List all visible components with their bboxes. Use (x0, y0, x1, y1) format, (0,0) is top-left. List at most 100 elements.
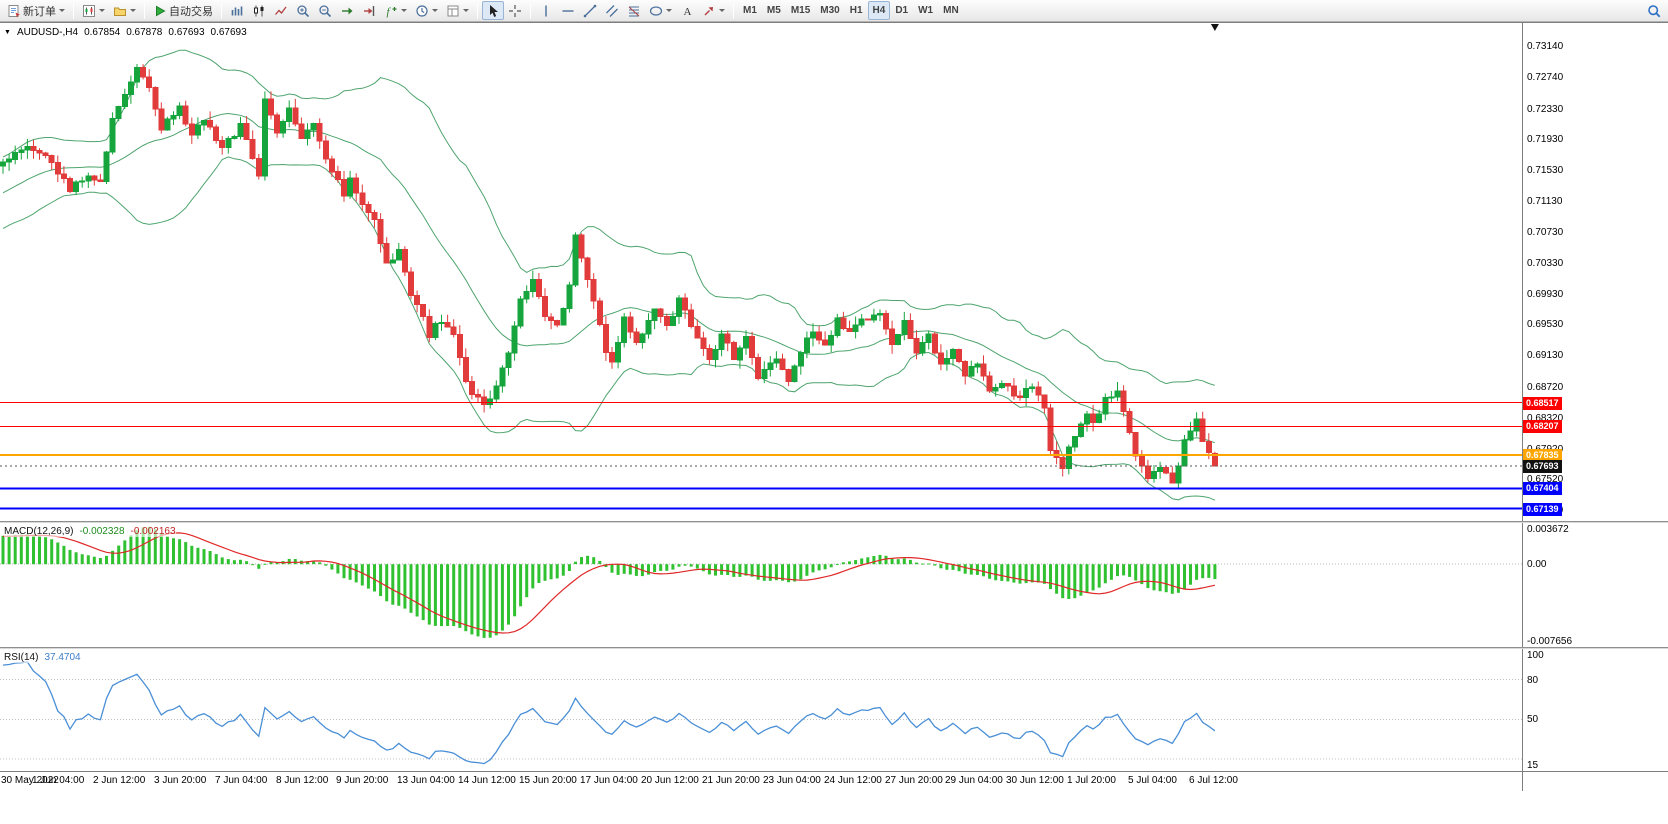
auto-trading-button-label: 自动交易 (169, 5, 213, 18)
panel-resize-handle-macd[interactable] (0, 521, 1668, 523)
time-label: 21 Jun 20:00 (702, 775, 760, 786)
toolbar-separator (733, 2, 734, 19)
candlestick-chart-button[interactable] (248, 1, 270, 20)
search-button[interactable] (1643, 1, 1665, 20)
time-label: 1 Jun 04:00 (32, 775, 85, 786)
fibonacci-button[interactable] (623, 1, 645, 20)
caret-down-icon (463, 9, 469, 12)
vertical-line-button[interactable] (535, 1, 557, 20)
svg-text:A: A (684, 6, 692, 18)
current-price-tag: 0.67693 (1523, 460, 1562, 473)
chart-window: ▼ AUDUSD-,H4 0.67854 0.67878 0.67693 0.6… (0, 22, 1668, 824)
rsi-name: RSI(14) (4, 652, 39, 663)
rsi-axis-label: 50 (1527, 714, 1539, 725)
chart-symbol-label: ▼ AUDUSD-,H4 0.67854 0.67878 0.67693 0.6… (4, 27, 247, 38)
time-axis-row: 30 May 2022 1 Jun 04:00 2 Jun 12:00 3 Jun 2… (0, 771, 1668, 791)
periods-button[interactable] (411, 1, 442, 20)
timeframe-m1[interactable]: M1 (743, 5, 757, 16)
auto-trading-button[interactable]: 自动交易 (149, 1, 217, 20)
zoom-out-icon (318, 4, 332, 18)
fibonacci-icon (627, 4, 641, 18)
equidistant-channel-button[interactable] (601, 1, 623, 20)
timeframe-d1[interactable]: D1 (895, 5, 909, 16)
time-label: 30 May 2022 (1, 775, 59, 786)
caret-down-icon (719, 9, 725, 12)
arrows-icon (702, 4, 716, 18)
time-label: 13 Jun 04:00 (397, 775, 455, 786)
new-order-icon (7, 4, 21, 18)
price-axis[interactable]: 0.73140 0.72740 0.72330 0.71930 0.71530 0.711… (1522, 23, 1668, 521)
chart-shift-button[interactable] (358, 1, 380, 20)
price-axis-label: 0.71130 (1527, 196, 1563, 207)
rsi-axis-label: 15 (1527, 760, 1539, 771)
timeframe-h1[interactable]: H1 (849, 5, 863, 16)
price-axis-label: 0.70330 (1527, 258, 1564, 269)
line-chart-icon (274, 4, 288, 18)
trendline-button[interactable] (579, 1, 601, 20)
zoom-in-button[interactable] (292, 1, 314, 20)
time-label: 27 Jun 20:00 (885, 775, 943, 786)
price-axis-label: 0.68320 (1527, 413, 1564, 424)
vertical-line-icon (539, 4, 553, 18)
horizontal-line-icon (561, 4, 575, 18)
timeframe-m5[interactable]: M5 (766, 5, 781, 16)
templates-button[interactable] (442, 1, 473, 20)
time-label: 5 Jul 04:00 (1128, 775, 1177, 786)
bar-chart-icon (230, 4, 244, 18)
profiles-button[interactable] (109, 1, 140, 20)
timeframe-m15[interactable]: M15 (790, 5, 811, 16)
zoom-in-icon (296, 4, 310, 18)
macd-chart (0, 526, 1522, 638)
ohlc-open: 0.67854 (84, 27, 121, 38)
main-chart-panel: ▼ AUDUSD-,H4 0.67854 0.67878 0.67693 0.6… (0, 23, 1668, 521)
time-label: 7 Jun 04:00 (215, 775, 268, 786)
text-button[interactable]: A (676, 1, 698, 20)
auto-scroll-button[interactable] (336, 1, 358, 20)
time-label: 6 Jul 12:00 (1189, 775, 1238, 786)
chevron-down-icon[interactable]: ▼ (4, 29, 11, 36)
cursor-icon (486, 4, 500, 18)
ohlc-high: 0.67878 (126, 27, 163, 38)
macd-axis[interactable]: 0.003672 0.00 -0.007656 (1522, 523, 1668, 647)
rsi-value: 37.4704 (44, 652, 81, 663)
macd-label: MACD(12,26,9) -0.002328 -0.002163 (4, 526, 176, 537)
rsi-axis[interactable]: 100 80 50 15 (1522, 649, 1668, 771)
new-order-button-label: 新订单 (23, 5, 56, 18)
time-axis[interactable]: 30 May 2022 1 Jun 04:00 2 Jun 12:00 3 Jun 2… (0, 772, 1522, 791)
timeframe-w1[interactable]: W1 (918, 5, 934, 16)
equidistant-channel-icon (605, 4, 619, 18)
price-chart-plot[interactable]: ▼ AUDUSD-,H4 0.67854 0.67878 0.67693 0.6… (0, 23, 1522, 521)
crosshair-button[interactable] (504, 1, 526, 20)
caret-down-icon (130, 9, 136, 12)
zoom-out-button[interactable] (314, 1, 336, 20)
macd-plot[interactable]: MACD(12,26,9) -0.002328 -0.002163 (0, 523, 1522, 647)
indicators-button[interactable]: f (380, 1, 411, 20)
trendline-icon (583, 4, 597, 18)
time-label: 17 Jun 04:00 (580, 775, 638, 786)
price-axis-label: 0.70730 (1527, 227, 1564, 238)
footer-spacer (0, 791, 1668, 824)
time-label: 23 Jun 04:00 (763, 775, 821, 786)
price-tag: 0.68207 (1523, 420, 1562, 433)
price-axis-label: 0.72740 (1527, 72, 1564, 83)
line-chart-button[interactable] (270, 1, 292, 20)
time-label: 9 Jun 20:00 (336, 775, 389, 786)
arrows-button[interactable] (698, 1, 729, 20)
timeframe-m30[interactable]: M30 (820, 5, 840, 16)
price-axis-label: 0.69530 (1527, 319, 1564, 330)
new-chart-button[interactable] (78, 1, 109, 20)
price-axis-label: 0.73140 (1527, 41, 1564, 52)
macd-axis-label: -0.007656 (1527, 636, 1573, 647)
rsi-plot[interactable]: RSI(14) 37.4704 (0, 649, 1522, 771)
toolbar-separator (73, 2, 74, 19)
time-label: 8 Jun 12:00 (276, 775, 329, 786)
shapes-button[interactable] (645, 1, 676, 20)
new-order-button[interactable]: 新订单 (3, 1, 69, 20)
bar-chart-button[interactable] (226, 1, 248, 20)
templates-icon (446, 4, 460, 18)
timeframe-h4[interactable]: H4 (867, 1, 891, 20)
cursor-button[interactable] (482, 1, 504, 20)
timeframe-mn[interactable]: MN (943, 5, 959, 16)
horizontal-line-button[interactable] (557, 1, 579, 20)
panel-resize-handle-rsi[interactable] (0, 647, 1668, 649)
